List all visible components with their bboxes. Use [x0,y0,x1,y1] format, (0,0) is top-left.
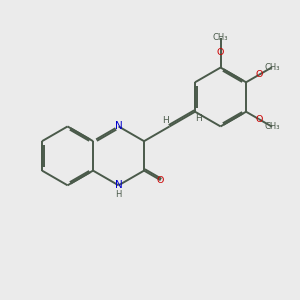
Text: CH₃: CH₃ [213,33,228,42]
Text: H: H [163,116,169,124]
Text: O: O [217,48,224,57]
Text: N: N [115,180,122,190]
Text: O: O [157,176,164,185]
Text: O: O [255,115,262,124]
Text: CH₃: CH₃ [264,122,280,131]
Text: N: N [115,122,122,131]
Text: H: H [116,190,122,199]
Text: CH₃: CH₃ [264,63,280,72]
Text: H: H [195,114,202,123]
Text: O: O [255,70,262,80]
